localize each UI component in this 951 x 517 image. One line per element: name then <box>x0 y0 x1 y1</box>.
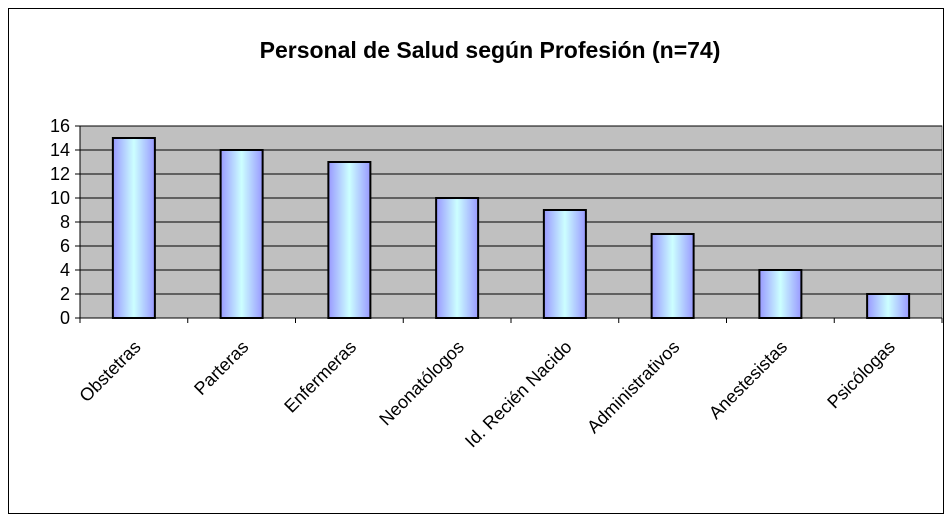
y-tick-label: 4 <box>60 260 70 280</box>
bar <box>650 233 695 319</box>
y-tick-label: 12 <box>50 164 70 184</box>
bar <box>327 161 372 319</box>
y-tick-label: 6 <box>60 236 70 256</box>
bar <box>219 149 264 319</box>
y-tick-label: 2 <box>60 284 70 304</box>
y-tick-label: 8 <box>60 212 70 232</box>
bar <box>111 137 156 319</box>
bar <box>435 197 480 319</box>
y-tick-label: 10 <box>50 188 70 208</box>
bar <box>866 293 911 319</box>
bar <box>758 269 803 319</box>
chart-title: Personal de Salud según Profesión (n=74) <box>260 37 721 63</box>
y-tick-label: 0 <box>60 308 70 328</box>
y-tick-label: 14 <box>50 140 70 160</box>
y-tick-label: 16 <box>50 116 70 136</box>
bar <box>542 209 587 319</box>
